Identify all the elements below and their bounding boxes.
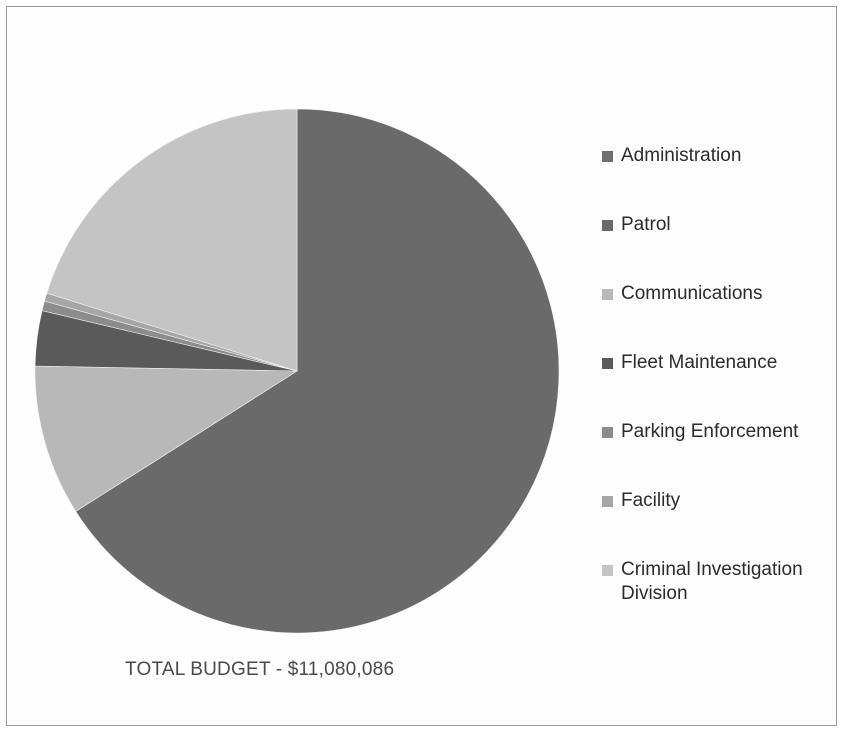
legend-item-communications: Communications	[599, 282, 839, 351]
legend-item-administration: Administration	[599, 144, 839, 213]
legend-swatch	[602, 151, 613, 162]
legend-label: Parking Enforcement	[621, 421, 799, 442]
legend-label: Communications	[621, 283, 763, 304]
total-budget-label: TOTAL BUDGET - $11,080,086	[125, 659, 395, 680]
legend-swatch	[602, 565, 613, 576]
legend-item-criminal-investigation-division: Criminal Investigation Division	[599, 558, 839, 627]
legend-item-patrol: Patrol	[599, 213, 839, 282]
pie-chart	[34, 108, 560, 634]
legend-swatch	[602, 496, 613, 507]
legend-label: Fleet Maintenance	[621, 352, 778, 373]
legend-label: Facility	[621, 490, 681, 511]
legend-item-fleet-maintenance: Fleet Maintenance	[599, 351, 839, 420]
legend-label: Patrol	[621, 214, 671, 235]
legend-label: Criminal Investigation Division	[621, 559, 803, 604]
pie-slice-criminal-investigation-division	[46, 108, 298, 372]
legend-item-facility: Facility	[599, 489, 839, 558]
legend-swatch	[602, 427, 613, 438]
legend-item-parking-enforcement: Parking Enforcement	[599, 420, 839, 489]
legend-swatch	[602, 220, 613, 231]
chart-legend: Administration Patrol Communications Fleet …	[599, 144, 839, 627]
pie-slice-communications	[34, 365, 299, 512]
legend-swatch	[602, 289, 613, 300]
legend-swatch	[602, 358, 613, 369]
pie-slice-patrol	[75, 108, 560, 634]
chart-frame: Administration Patrol Communications Fleet …	[6, 6, 837, 726]
legend-label: Administration	[621, 145, 742, 166]
